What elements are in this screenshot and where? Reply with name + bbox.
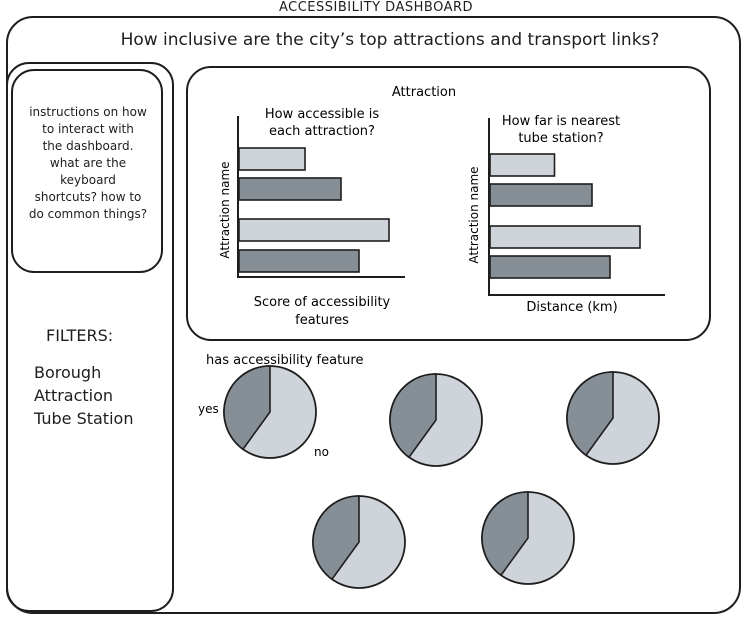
pie-chart (389, 373, 483, 467)
pie-chart (481, 491, 575, 585)
bar-light-2 (238, 218, 390, 242)
bar-light-2 (489, 225, 641, 249)
filters-title: FILTERS: (46, 326, 114, 345)
chart-title: tube station? (518, 131, 603, 146)
chart-axes (237, 116, 405, 278)
chart-title: How accessible is (265, 107, 380, 122)
instructions-line: shortcuts? how to (34, 190, 142, 204)
pie-chart (223, 365, 317, 459)
pie-slice-yes (312, 495, 360, 581)
dashboard-question: How inclusive are the city’s top attract… (120, 30, 660, 50)
pie-chart (566, 371, 660, 465)
pie-slice-yes (223, 365, 271, 451)
bar-light-1 (489, 153, 556, 177)
x-axis-label: Distance (km) (526, 300, 617, 315)
pie-no-label: no (314, 445, 329, 459)
bar-dark-1 (489, 183, 593, 207)
instructions-line: instructions on how (29, 105, 147, 119)
bar-dark-2 (489, 255, 611, 279)
filter-borough[interactable]: Borough (34, 363, 102, 382)
attraction-panel (186, 66, 711, 341)
pie-slice-yes (566, 371, 614, 457)
tube-distance-chart: How far is nearest tube station? Attractio… (467, 114, 665, 315)
instructions-line: what are the (49, 156, 127, 170)
filter-attraction[interactable]: Attraction (34, 386, 114, 405)
pie-slice-yes (389, 373, 437, 459)
pies-section-title: has accessibility feature (206, 353, 363, 368)
y-axis-label: Attraction name (467, 166, 481, 263)
instructions-line: the dashboard. (42, 139, 134, 153)
accessibility-score-chart: How accessible is each attraction? Attract… (218, 107, 405, 328)
chart-title: How far is nearest (502, 114, 620, 129)
pie-slice-yes (481, 491, 529, 577)
attraction-panel-title: Attraction (392, 85, 456, 100)
instructions-line: to interact with (42, 122, 134, 136)
bar-dark-2 (238, 249, 360, 273)
x-axis-label: features (295, 313, 349, 328)
x-axis-label: Score of accessibility (254, 295, 391, 310)
instructions-box (11, 69, 163, 273)
chart-axes (488, 118, 665, 296)
pie-yes-label: yes (198, 402, 219, 416)
chart-title: each attraction? (269, 124, 375, 139)
instructions-text: instructions on how to interact with the… (14, 104, 162, 223)
bar-light-1 (238, 147, 306, 171)
dashboard-title: ACCESSIBILITY DASHBOARD (278, 0, 474, 15)
accessibility-pies (223, 365, 660, 589)
instructions-line: do common things? (28, 207, 148, 221)
instructions-line: keyboard (60, 173, 116, 187)
bar-dark-1 (238, 177, 342, 201)
pie-chart (312, 495, 406, 589)
y-axis-label: Attraction name (218, 161, 232, 258)
filter-tube-station[interactable]: Tube Station (34, 409, 134, 428)
sidebar-panel (6, 62, 174, 612)
